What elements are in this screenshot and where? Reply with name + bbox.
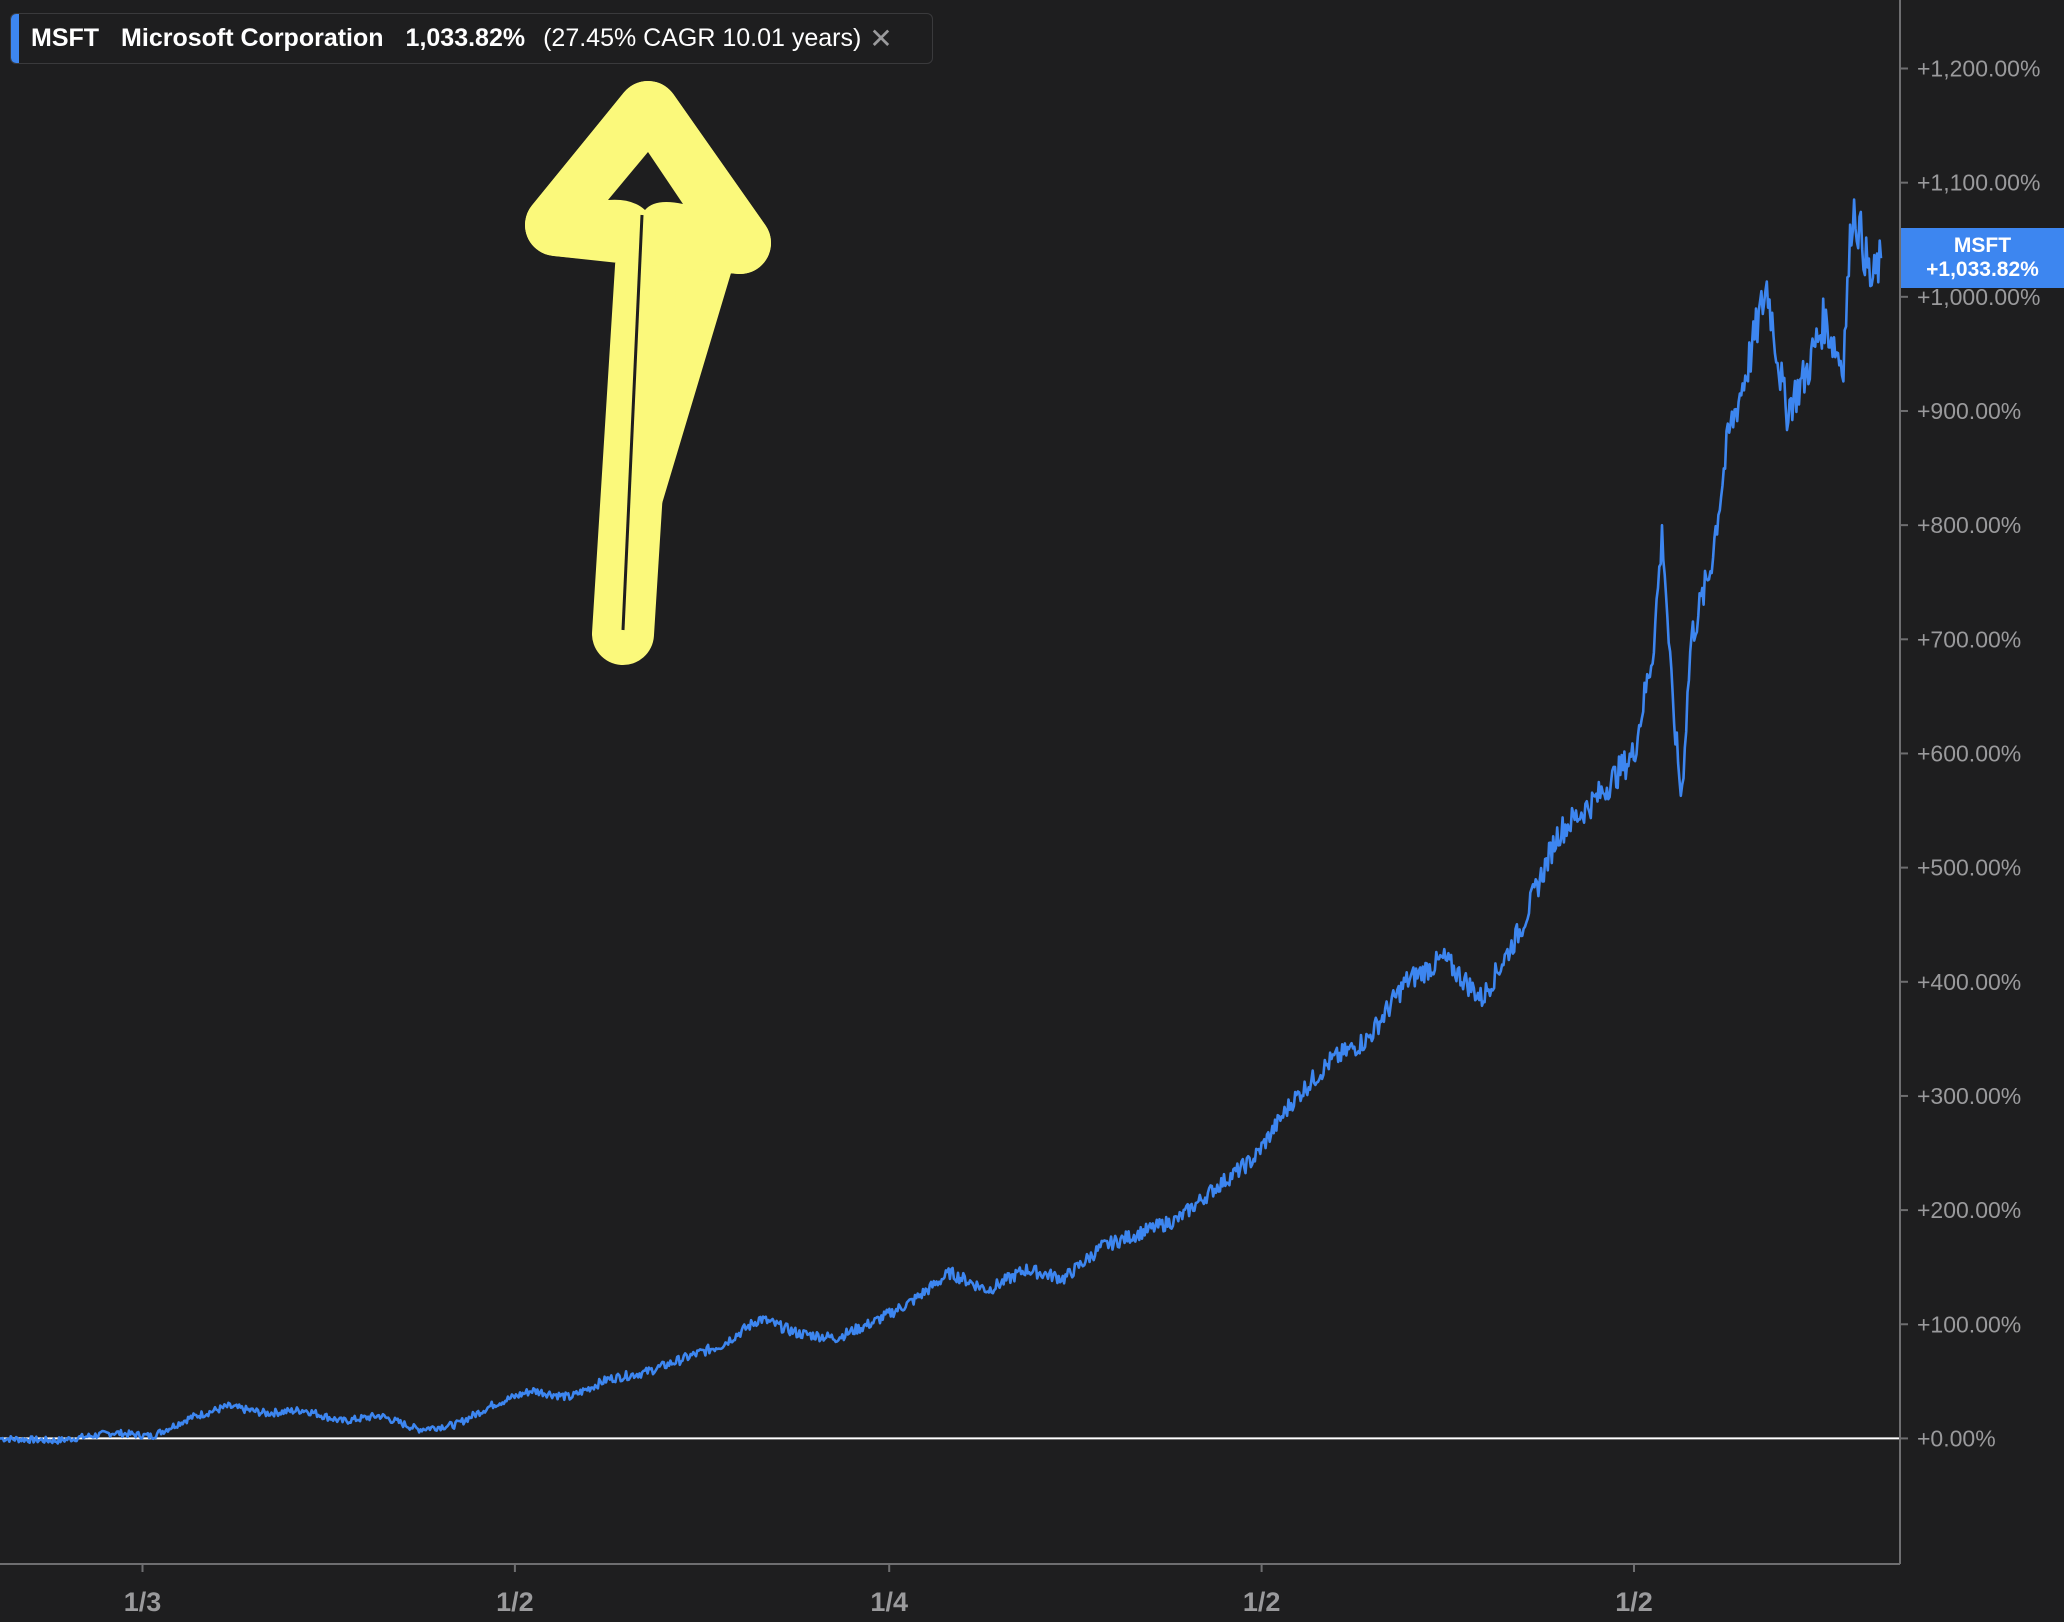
series-line-msft (0, 198, 1883, 1445)
series-legend: MSFT Microsoft Corporation 1,033.82% (27… (10, 13, 933, 64)
y-tick-label: +100.00% (1917, 1311, 2021, 1337)
legend-return-value: 1,033.82% (405, 24, 526, 52)
x-tick-label: 1/2 (1243, 1587, 1281, 1617)
x-tick-label: 1/2 (1615, 1587, 1653, 1617)
y-tick-label: +600.00% (1917, 740, 2021, 766)
y-tick-label: +800.00% (1917, 512, 2021, 538)
last-value-ticker: MSFT (1953, 234, 2012, 257)
y-tick-label: +1,200.00% (1917, 55, 2040, 81)
close-icon[interactable]: ✕ (869, 23, 893, 54)
y-tick-label: +900.00% (1917, 398, 2021, 424)
y-tick-label: +700.00% (1917, 626, 2021, 652)
y-tick-label: +300.00% (1917, 1083, 2021, 1109)
y-tick-label: +1,000.00% (1917, 284, 2040, 310)
legend-cagr: (27.45% CAGR 10.01 years) (543, 24, 862, 52)
y-tick-label: +400.00% (1917, 969, 2021, 995)
up-arrow-icon (525, 81, 771, 665)
chart-marks (0, 198, 1900, 1445)
last-value-percent: +1,033.82% (1926, 258, 2039, 281)
legend-company-name: Microsoft Corporation (121, 24, 384, 52)
last-value-label: MSFT +1,033.82% (1901, 228, 2064, 288)
y-tick-label: +500.00% (1917, 855, 2021, 881)
x-tick-label: 1/3 (124, 1587, 162, 1617)
legend-ticker: MSFT (31, 24, 100, 52)
y-tick-label: +200.00% (1917, 1197, 2021, 1223)
series-color-swatch (11, 14, 19, 63)
x-axis: 1/3 1/2 1/4 1/2 1/2 (0, 1563, 1900, 1617)
x-tick-label: 1/2 (496, 1587, 534, 1617)
y-axis: +0.00% +100.00% +200.00% +300.00% +400.00% +5… (1899, 0, 2040, 1564)
y-tick-label: +0.00% (1917, 1425, 1996, 1451)
x-tick-label: 1/4 (870, 1587, 908, 1617)
y-tick-label: +1,100.00% (1917, 170, 2040, 196)
